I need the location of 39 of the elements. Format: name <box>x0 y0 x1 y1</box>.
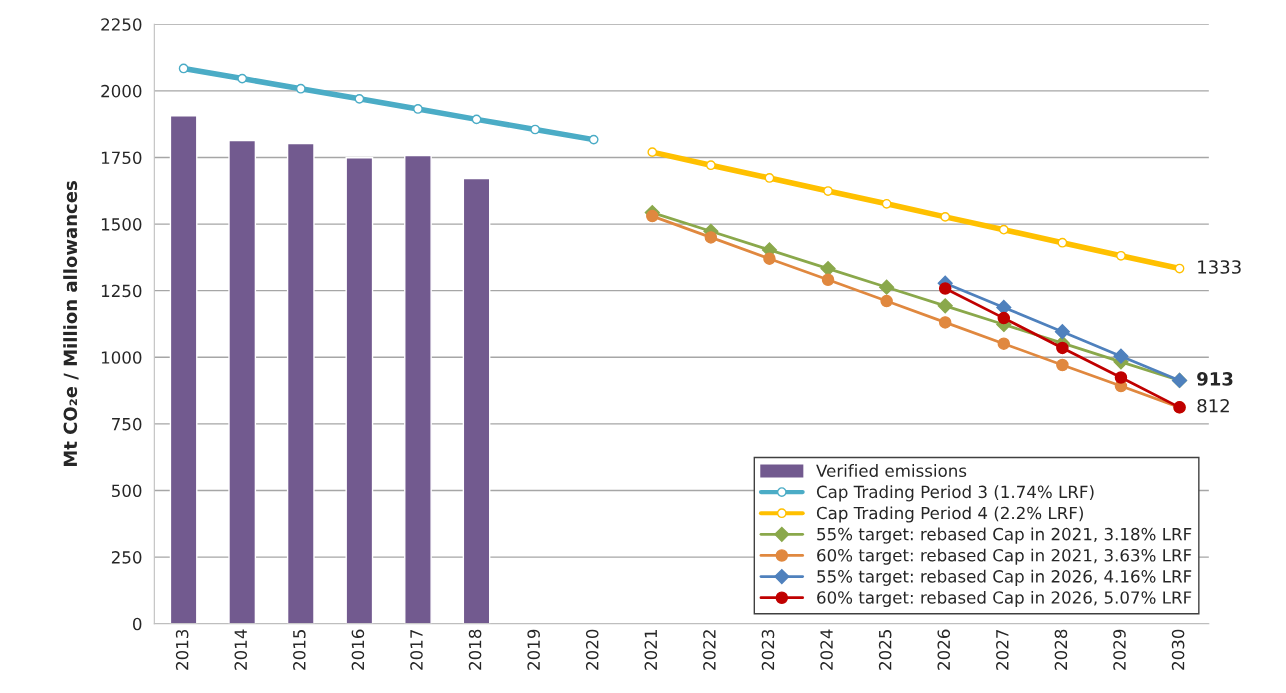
legend-label: 60% target: rebased Cap in 2026, 5.07% LRF <box>817 590 1192 608</box>
legend-label: Cap Trading Period 4 (2.2% LRF) <box>816 506 1083 523</box>
x-tick-label: 2029 <box>1113 629 1126 670</box>
x-tick-label: 2027 <box>996 629 1009 670</box>
y-tick-label: 1500 <box>101 218 142 231</box>
legend-label: 55% target: rebased Cap in 2026, 4.16% LRF <box>817 569 1192 586</box>
x-tick-label: 2014 <box>234 629 248 670</box>
x-tick-label: 2028 <box>1054 629 1068 670</box>
y-tick-label: 750 <box>112 417 142 431</box>
x-tick-label: 2025 <box>878 630 892 670</box>
y-tick-label: 1000 <box>101 351 142 364</box>
y-tick-label: 1750 <box>101 151 142 165</box>
x-tick-label: 2019 <box>527 629 540 670</box>
y-tick-label: 250 <box>111 551 142 564</box>
y-tick-label: 2000 <box>101 84 142 98</box>
y-tick-label: 1250 <box>101 284 142 298</box>
x-tick-label: 2013 <box>175 629 189 670</box>
y-axis-title: Mt CO₂e / Million allowances <box>63 181 79 467</box>
x-tick-label: 2030 <box>1171 629 1185 670</box>
legend-label: Verified emissions <box>816 464 967 478</box>
x-tick-label: 2015 <box>293 630 306 670</box>
x-tick-label: 2020 <box>585 629 599 670</box>
y-tick-label: 2250 <box>101 18 142 31</box>
legend-label: 60% target: rebased Cap in 2021, 3.63% LRF <box>817 548 1192 565</box>
x-tick-label: 2022 <box>703 630 716 670</box>
x-tick-label: 2023 <box>761 629 775 670</box>
y-tick-label: 500 <box>111 484 142 498</box>
x-tick-label: 2024 <box>820 629 833 670</box>
x-tick-label: 2017 <box>410 629 423 670</box>
legend-label: Cap Trading Period 3 (1.74% LRF) <box>816 485 1094 502</box>
x-tick-label: 2016 <box>351 629 365 670</box>
annotation: 913 <box>1197 372 1233 386</box>
annotation: 812 <box>1197 398 1229 413</box>
x-tick-label: 2018 <box>468 629 482 670</box>
legend-label: 55% target: rebased Cap in 2021, 3.18% LRF <box>817 527 1192 544</box>
annotation: 1333 <box>1198 260 1241 274</box>
x-tick-label: 2021 <box>644 630 658 670</box>
x-tick-label: 2026 <box>937 629 951 670</box>
y-tick-label: 0 <box>133 617 142 631</box>
